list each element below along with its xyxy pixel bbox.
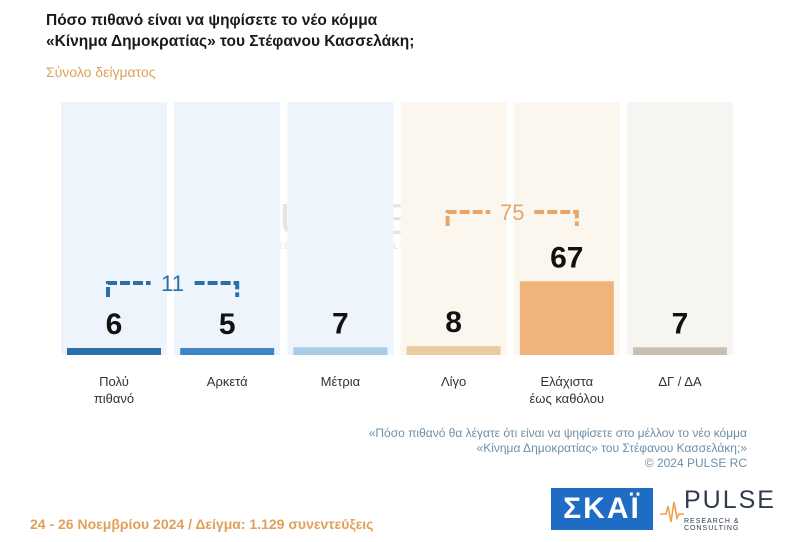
category-label: Πολύ πιθανό: [94, 374, 134, 406]
column-bg: [400, 102, 507, 355]
chart-subtitle: Σύνολο δείγματος: [46, 64, 156, 80]
column-bg: [627, 102, 733, 355]
pulse-wave-icon: [660, 501, 684, 523]
value-label: 6: [106, 308, 123, 341]
bracket-label: 11: [161, 271, 184, 296]
category-label: Αρκετά: [207, 374, 248, 389]
value-label: 5: [219, 308, 236, 341]
bar: [180, 348, 275, 355]
group-bracket: [445, 210, 579, 226]
pulse-logo: PULSE RESEARCH & CONSULTING: [660, 486, 785, 534]
bar: [633, 347, 727, 355]
category-label: Ελάχιστα έως καθόλου: [530, 374, 605, 406]
bar: [519, 281, 614, 355]
value-label: 67: [550, 241, 583, 274]
bar: [293, 347, 388, 355]
chart-title-line2: «Κίνημα Δημοκρατίας» του Στέφανου Κασσελ…: [46, 33, 415, 50]
column-bg: [61, 102, 167, 355]
note-copyright: © 2024 PULSE RC: [644, 456, 747, 470]
bar: [67, 348, 161, 355]
column-bg: [174, 102, 281, 355]
bar-chart: 6 Πολύ πιθανό 5 Αρκετά 7 Μέτρια 8 Λίγο 67 Ελάχιστα…: [61, 102, 733, 406]
value-label: 8: [445, 306, 462, 339]
note-line2: «Κίνημα Δημοκρατίας» του Στέφανου Κασσελ…: [476, 441, 747, 455]
question-note: «Πόσο πιθανό θα λέγατε ότι είναι να ψηφί…: [287, 426, 747, 471]
chart-title-line1: Πόσο πιθανό είναι να ψηφίσετε το νέο κόμ…: [46, 12, 378, 29]
chart-title: Πόσο πιθανό είναι να ψηφίσετε το νέο κόμ…: [46, 10, 414, 52]
pulse-logo-word: PULSE: [684, 486, 776, 514]
survey-footer: 24 - 26 Νοεμβρίου 2024 / Δείγμα: 1.129 σ…: [30, 516, 374, 532]
bar: [406, 346, 501, 355]
column-bg: [287, 102, 394, 355]
category-label: Μέτρια: [321, 374, 361, 389]
note-line1: «Πόσο πιθανό θα λέγατε ότι είναι να ψηφί…: [368, 426, 747, 440]
group-bracket: [106, 281, 240, 297]
category-label: ΔΓ / ΔΑ: [658, 374, 702, 389]
bracket-label: 75: [500, 200, 524, 225]
category-label: Λίγο: [441, 374, 466, 389]
value-label: 7: [672, 307, 689, 340]
value-label: 7: [332, 307, 349, 340]
skai-logo: ΣΚΑΪ: [551, 488, 653, 530]
pulse-logo-sub: RESEARCH & CONSULTING: [684, 518, 740, 532]
